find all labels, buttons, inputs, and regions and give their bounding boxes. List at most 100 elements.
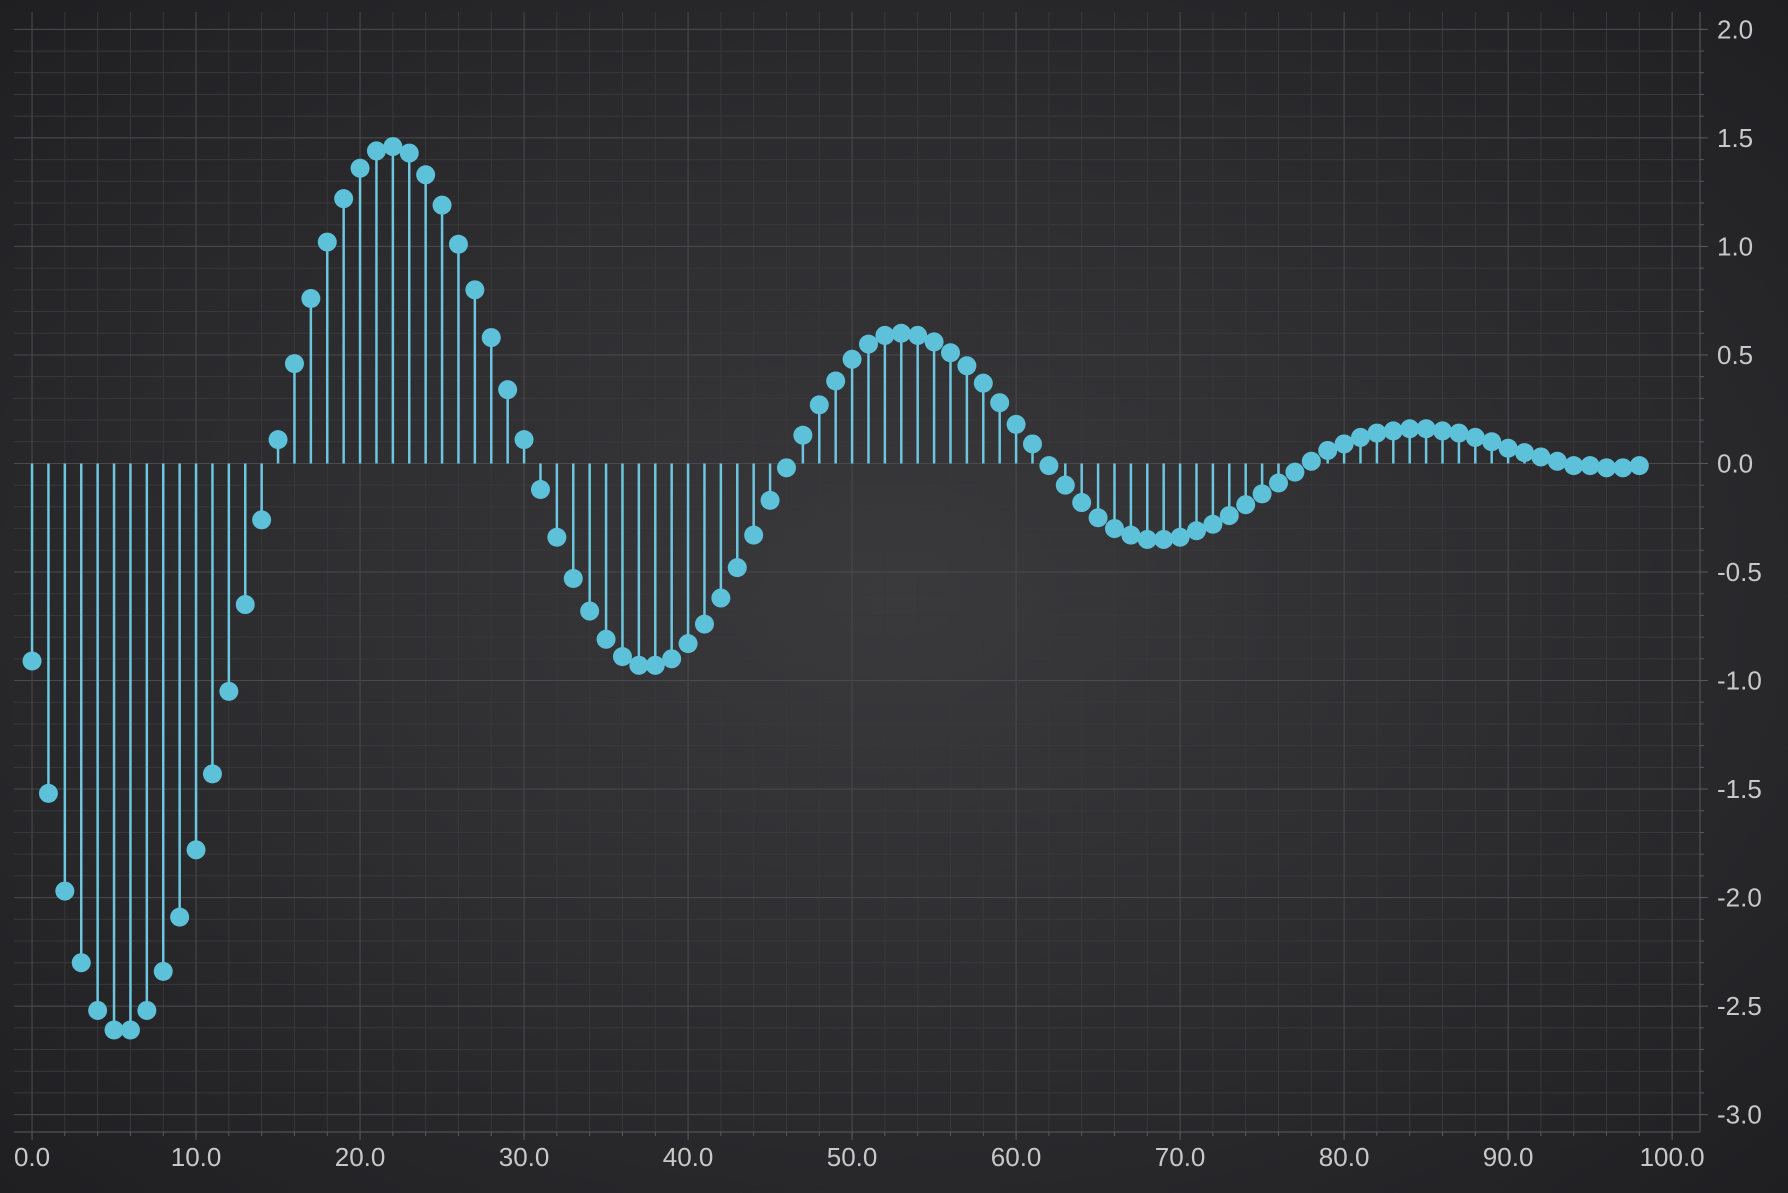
stem-point	[202, 764, 222, 784]
stem-point	[875, 325, 895, 345]
y-tick-label: -2.5	[1717, 991, 1762, 1021]
stem-point	[498, 380, 518, 400]
stem-point	[465, 280, 485, 300]
x-tick-label: 100.0	[1640, 1142, 1705, 1172]
stem-point	[170, 907, 190, 927]
stem-point	[842, 349, 862, 369]
stem-point	[908, 325, 928, 345]
y-tick-label: -1.0	[1717, 666, 1762, 696]
stem-point	[235, 595, 255, 615]
x-tick-labels: 0.0 10.0 20.0 30.0 40.0 50.0 60.0 70.0 80.0 90.0 1…	[14, 1142, 1705, 1172]
stem-point	[1629, 456, 1649, 476]
stem-point	[301, 289, 321, 309]
stem-point	[596, 629, 616, 649]
stem-point	[1055, 475, 1075, 495]
data-points	[22, 137, 1649, 1040]
stem-point	[350, 158, 370, 178]
stem-point	[1219, 506, 1239, 526]
x-tick-label: 60.0	[991, 1142, 1042, 1172]
y-tick-label: 1.5	[1717, 123, 1753, 153]
y-tick-label: 0.0	[1717, 448, 1753, 478]
stem-point	[399, 143, 419, 163]
stem-point	[1088, 508, 1108, 528]
stem-point	[120, 1020, 140, 1040]
stem-point	[678, 634, 698, 654]
stem-point	[973, 373, 993, 393]
stem-point	[1121, 525, 1141, 545]
stem-point	[1269, 473, 1288, 493]
stem-point	[448, 234, 468, 254]
stem-point	[990, 393, 1010, 413]
stem-point	[826, 371, 846, 391]
stem-point	[416, 165, 436, 185]
stem-point	[711, 588, 731, 608]
stem-point	[366, 141, 386, 161]
y-tick-label: -1.5	[1717, 774, 1762, 804]
stem-point	[186, 840, 206, 860]
stem-point	[1515, 443, 1535, 463]
x-tick-label: 10.0	[171, 1142, 222, 1172]
stem-point	[891, 323, 911, 343]
stem-point	[1433, 421, 1453, 441]
stem-point	[1400, 419, 1420, 439]
stem-point	[957, 356, 977, 376]
axes	[14, 12, 1708, 1140]
x-tick-label: 30.0	[499, 1142, 550, 1172]
y-tick-label: -2.0	[1717, 883, 1762, 913]
stem-point	[760, 490, 780, 510]
stem-point	[1137, 529, 1157, 549]
stem-point	[1498, 438, 1518, 458]
y-tick-label: 0.5	[1717, 340, 1753, 370]
stem-point	[1580, 456, 1600, 476]
stem-point	[1367, 423, 1387, 443]
stem-point	[219, 681, 239, 701]
stem-point	[1285, 462, 1305, 482]
stem-point	[1104, 519, 1124, 539]
stem-point	[1351, 427, 1371, 447]
stem-point	[1564, 456, 1584, 476]
stem-point	[1301, 451, 1321, 471]
x-tick-label: 20.0	[335, 1142, 386, 1172]
stem-point	[1449, 423, 1469, 443]
stem-point	[858, 334, 878, 354]
stem-point	[612, 647, 632, 667]
stem-point	[776, 458, 796, 478]
stem-point	[22, 651, 42, 671]
stem-point	[284, 354, 304, 374]
stem-point	[38, 783, 58, 803]
stem-point	[1006, 414, 1026, 434]
stem-point	[432, 195, 452, 215]
stem-point	[940, 343, 960, 363]
stem-point	[547, 527, 567, 547]
stem-point	[580, 601, 600, 621]
stem-point	[727, 558, 747, 578]
stem-point	[1186, 521, 1206, 541]
y-tick-labels: 2.0 1.5 1.0 0.5 0.0 -0.5 -1.0 -1.5 -2.0 -2.5 -3.0	[1717, 14, 1762, 1129]
stems	[30, 146, 1641, 1030]
stem-point	[1203, 514, 1223, 534]
stem-point	[55, 881, 75, 901]
stem-point	[383, 137, 403, 157]
stem-point	[514, 430, 534, 450]
stem-point	[662, 649, 682, 669]
x-tick-label: 0.0	[14, 1142, 50, 1172]
x-tick-label: 40.0	[663, 1142, 714, 1172]
stem-point	[481, 328, 501, 348]
stem-point	[563, 569, 583, 589]
stem-point	[252, 510, 272, 530]
y-tick-label: 2.0	[1717, 14, 1753, 44]
x-tick-label: 90.0	[1483, 1142, 1534, 1172]
stem-point	[334, 189, 354, 209]
stem-point	[104, 1020, 124, 1040]
stem-point	[1334, 434, 1354, 454]
stem-point	[268, 430, 288, 450]
stem-point	[1154, 529, 1174, 549]
stem-point	[1613, 458, 1633, 478]
stem-point	[1252, 484, 1272, 504]
stem-point	[924, 332, 944, 352]
stem-point	[530, 480, 550, 500]
x-tick-label: 70.0	[1155, 1142, 1206, 1172]
stem-point	[793, 425, 813, 445]
